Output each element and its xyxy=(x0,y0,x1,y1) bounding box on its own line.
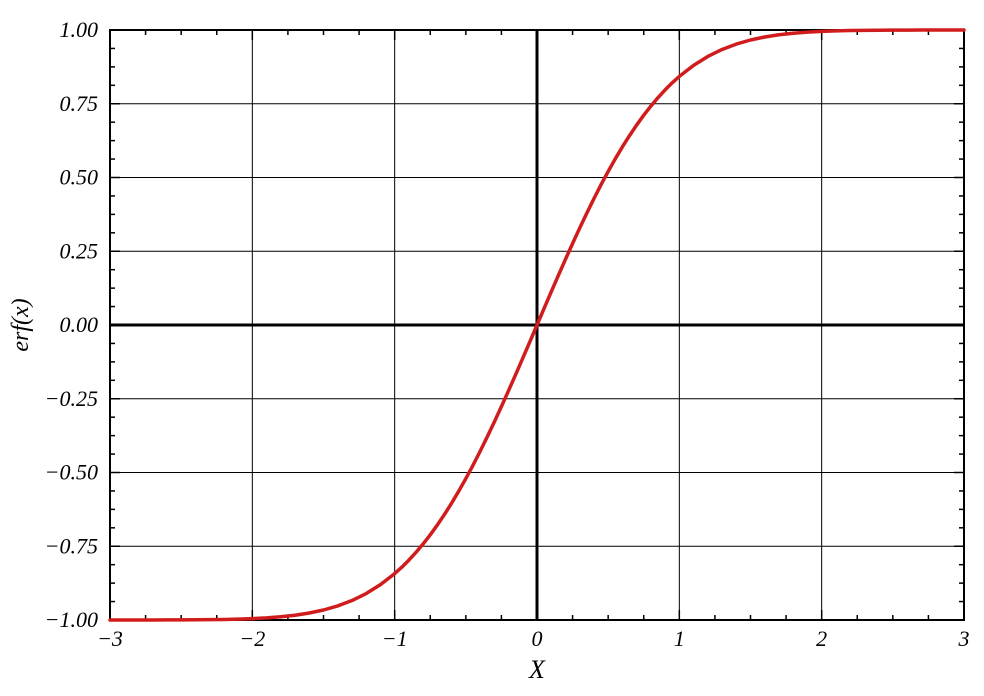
chart-svg: −3 −2 −1 0 1 2 3 −1.00 −0.75 −0.50 −0.25 0.00 0.25 0.… xyxy=(0,0,984,696)
x-tick-label: −2 xyxy=(239,626,265,651)
y-tick-label: −0.25 xyxy=(45,386,98,411)
x-tick-label: −3 xyxy=(97,626,123,651)
x-tick-label: 2 xyxy=(816,626,827,651)
chart-background xyxy=(0,0,984,696)
x-tick-label: −1 xyxy=(382,626,408,651)
y-tick-label: 0.25 xyxy=(60,238,99,263)
x-tick-label: 0 xyxy=(532,626,543,651)
erf-chart: −3 −2 −1 0 1 2 3 −1.00 −0.75 −0.50 −0.25 0.00 0.25 0.… xyxy=(0,0,984,696)
y-tick-label: 0.75 xyxy=(60,91,99,116)
y-tick-label: −0.75 xyxy=(45,533,98,558)
y-tick-label: 0.50 xyxy=(60,165,99,190)
y-tick-label: −0.50 xyxy=(45,460,98,485)
y-axis-label: erf(x) xyxy=(8,298,34,351)
x-axis-label: X xyxy=(528,655,546,684)
x-tick-label: 3 xyxy=(958,626,970,651)
x-tick-label: 1 xyxy=(674,626,685,651)
y-tick-label: 1.00 xyxy=(60,17,99,42)
y-tick-label: 0.00 xyxy=(60,312,99,337)
y-tick-label: −1.00 xyxy=(45,607,98,632)
